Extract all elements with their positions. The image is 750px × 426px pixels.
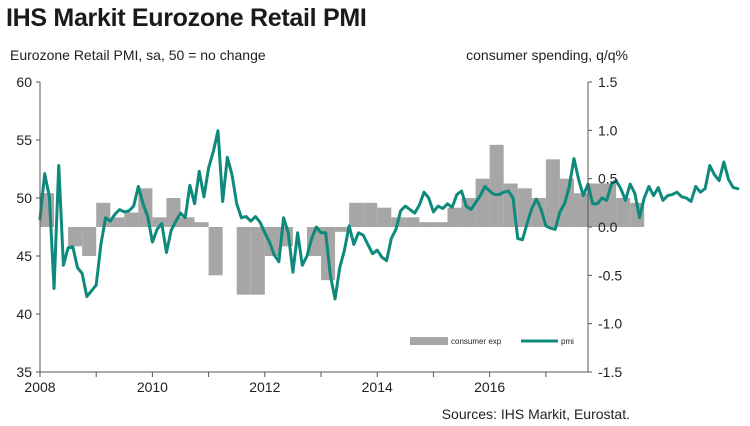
bar-consumer-exp xyxy=(377,207,392,227)
left-tick-label: 50 xyxy=(16,190,32,206)
bar-consumer-exp xyxy=(264,227,279,256)
bar-consumer-exp xyxy=(349,202,364,227)
bar-consumer-exp xyxy=(559,178,574,227)
bar-consumer-exp xyxy=(110,217,125,227)
pmi-line xyxy=(38,129,740,301)
bar-consumer-exp xyxy=(447,207,462,227)
x-tick-label: 2010 xyxy=(137,379,168,395)
bar-consumer-exp xyxy=(573,193,588,227)
right-tick-label: -1.5 xyxy=(598,364,622,380)
right-tick-label: -1.0 xyxy=(598,316,622,332)
bar-consumer-exp xyxy=(335,227,350,232)
left-axis-label: Eurozone Retail PMI, sa, 50 = no change xyxy=(10,47,266,63)
x-tick-label: 2014 xyxy=(362,379,393,395)
legend-label-pmi: pmi xyxy=(561,337,574,346)
right-tick-label: 1.5 xyxy=(598,74,618,90)
bar-consumer-exp xyxy=(82,227,97,256)
bar-consumer-exp xyxy=(531,198,546,227)
left-tick-label: 40 xyxy=(16,306,32,322)
bar-consumer-exp xyxy=(517,188,532,227)
bar-consumer-exp xyxy=(124,212,139,227)
legend: consumer exp pmi xyxy=(410,337,574,346)
right-tick-label: 0.5 xyxy=(598,171,618,187)
axes-layer: 60 55 50 45 40 35 1.5 1.0 0.5 0.0 -0.5 -1.0 -1.5 2008… xyxy=(16,74,622,395)
bar-consumer-exp xyxy=(602,183,617,227)
right-axis-label: consumer spending, q/q% xyxy=(466,47,628,63)
source-note: Sources: IHS Markit, Eurostat. xyxy=(441,406,630,422)
bar-consumer-exp xyxy=(236,227,251,295)
bar-consumer-exp xyxy=(96,202,111,227)
chart-title: IHS Markit Eurozone Retail PMI xyxy=(6,4,367,32)
x-tick-label: 2016 xyxy=(474,379,505,395)
bar-consumer-exp xyxy=(405,217,420,227)
x-tick-label: 2012 xyxy=(249,379,280,395)
bar-consumer-exp xyxy=(68,227,83,247)
legend-swatch-consumer-exp xyxy=(410,337,448,345)
left-tick-label: 55 xyxy=(16,132,32,148)
bar-consumer-exp xyxy=(363,202,378,227)
bar-consumer-exp xyxy=(250,227,265,295)
bar-consumer-exp xyxy=(419,222,434,227)
x-tick-label: 2008 xyxy=(24,379,55,395)
bar-consumer-exp xyxy=(433,222,448,227)
bar-consumer-exp xyxy=(475,178,490,227)
bar-consumer-exp xyxy=(194,222,209,227)
legend-label-consumer-exp: consumer exp xyxy=(451,337,502,346)
bar-consumer-exp xyxy=(306,227,322,256)
bars-layer xyxy=(40,144,645,295)
left-tick-label: 60 xyxy=(16,74,32,90)
bar-consumer-exp xyxy=(545,159,560,227)
bar-consumer-exp xyxy=(208,227,223,276)
bar-consumer-exp xyxy=(616,198,631,227)
bar-consumer-exp xyxy=(489,144,504,227)
right-tick-label: 1.0 xyxy=(598,122,618,138)
right-tick-label: -0.5 xyxy=(598,267,622,283)
left-tick-label: 35 xyxy=(16,364,32,380)
left-tick-label: 45 xyxy=(16,248,32,264)
bar-consumer-exp xyxy=(180,217,195,227)
right-tick-label: 0.0 xyxy=(598,219,618,235)
line-layer xyxy=(38,129,740,301)
bar-consumer-exp xyxy=(152,217,167,227)
